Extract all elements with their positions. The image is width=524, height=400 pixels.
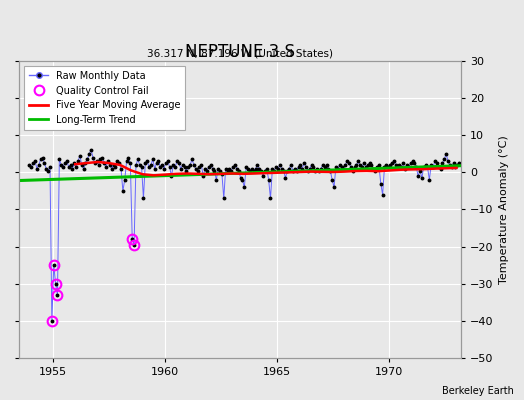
Title: NEPTUNE 3 S: NEPTUNE 3 S: [185, 43, 295, 61]
Legend: Raw Monthly Data, Quality Control Fail, Five Year Moving Average, Long-Term Tren: Raw Monthly Data, Quality Control Fail, …: [24, 66, 185, 130]
Text: 36.317 N, 87.196 W (United States): 36.317 N, 87.196 W (United States): [147, 48, 333, 58]
Text: Berkeley Earth: Berkeley Earth: [442, 386, 514, 396]
Y-axis label: Temperature Anomaly (°C): Temperature Anomaly (°C): [499, 135, 509, 284]
